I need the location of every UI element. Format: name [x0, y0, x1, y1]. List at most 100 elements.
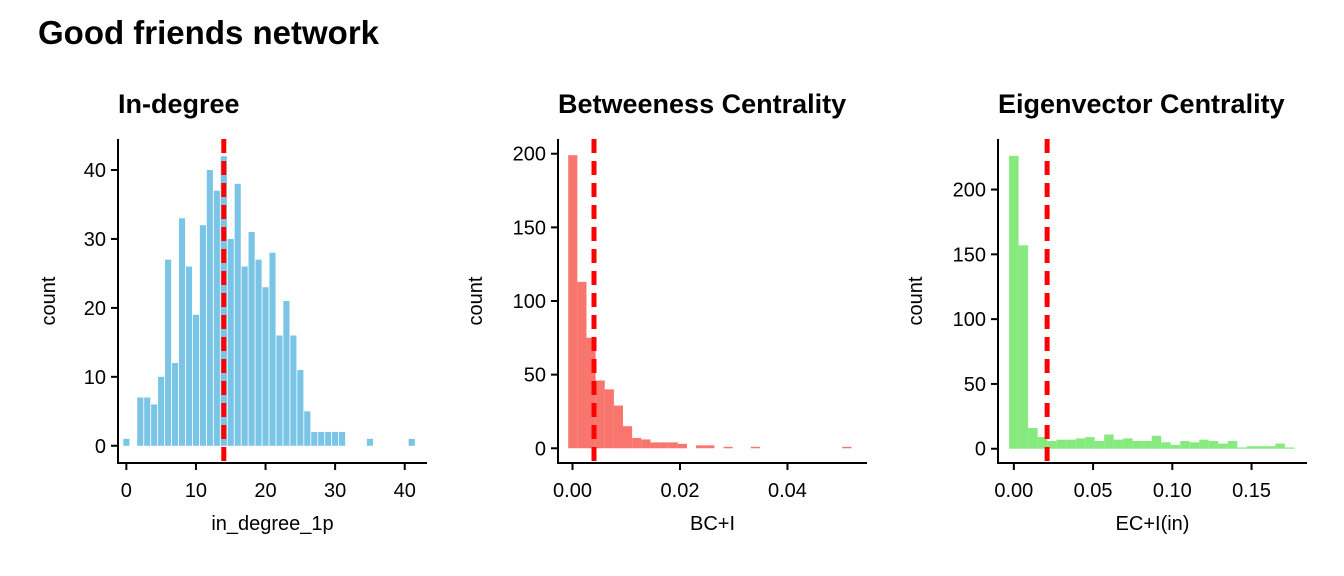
histogram-bar	[366, 438, 373, 446]
histogram-bar	[604, 389, 614, 449]
histogram-bar	[137, 397, 144, 446]
x-tick-label: 0.04	[768, 480, 807, 502]
histogram-bar	[311, 431, 318, 446]
y-axis-label: count	[38, 276, 60, 325]
x-tick-label: 30	[324, 480, 346, 502]
histogram-bar	[325, 431, 332, 446]
histogram-bar	[1056, 439, 1067, 449]
histogram-bar	[339, 431, 346, 446]
x-axis-label: in_degree_1p	[211, 513, 333, 535]
y-tick-label: 30	[84, 229, 106, 251]
y-tick-label: 150	[953, 244, 986, 266]
histogram-bar	[1018, 245, 1029, 449]
x-tick-label: 0	[121, 480, 132, 502]
histogram-bar	[255, 259, 262, 446]
histogram-bar	[677, 443, 687, 449]
histogram-bar	[1151, 435, 1162, 449]
histogram-bar	[248, 232, 255, 446]
histogram-bar	[568, 155, 578, 449]
histogram-bar	[290, 335, 297, 446]
histogram-bar	[185, 266, 193, 446]
y-tick-label: 0	[535, 438, 546, 460]
histogram-bar	[1113, 439, 1124, 449]
y-tick-label: 50	[524, 365, 546, 387]
histogram-bar	[659, 442, 669, 449]
histogram-bar	[172, 363, 179, 446]
histogram-bar	[723, 446, 733, 449]
x-tick-label: 0.05	[1074, 480, 1113, 502]
histogram-bar	[1189, 442, 1200, 449]
histogram-bar	[1284, 447, 1295, 449]
x-tick-label: 10	[185, 480, 207, 502]
histogram-bar	[199, 225, 206, 446]
histogram-bar	[206, 170, 213, 446]
y-tick-label: 150	[513, 217, 546, 239]
histogram-bar	[750, 446, 761, 449]
histogram-bar	[577, 281, 587, 449]
histogram-bar	[276, 335, 283, 446]
histogram-bar	[705, 445, 715, 449]
histogram-bar	[668, 442, 678, 449]
histogram-bar	[144, 397, 151, 446]
histogram-bar	[1047, 440, 1057, 449]
histogram-bar	[227, 238, 234, 446]
x-axis-label: EC+I(in)	[1116, 513, 1190, 535]
histogram-bar	[1170, 444, 1181, 449]
histogram-bar	[1275, 443, 1285, 449]
panel-title: Betweeness Centrality	[558, 89, 846, 119]
histogram-bar	[1237, 447, 1247, 449]
histogram-bar	[641, 439, 651, 449]
histogram-bar	[165, 259, 172, 446]
histogram-bar	[1085, 437, 1095, 449]
histogram-bar	[632, 437, 642, 449]
histogram-bar	[1028, 428, 1038, 449]
y-tick-label: 200	[513, 144, 546, 166]
y-tick-label: 100	[953, 309, 986, 331]
y-tick-label: 40	[84, 160, 106, 182]
y-tick-label: 20	[84, 298, 106, 320]
histogram-bar	[1142, 440, 1152, 449]
histogram-bar	[241, 266, 248, 446]
histogram-bar	[234, 183, 241, 446]
histogram-bar	[213, 190, 220, 446]
x-axis-label: BC+I	[690, 513, 735, 535]
y-axis-label: count	[905, 276, 927, 325]
panel-betweenness-centrality: Betweeness Centrality 0 50 100 150 200 0.00 0.0…	[465, 89, 867, 535]
histogram-bar	[283, 301, 290, 446]
histogram-bar	[192, 314, 200, 446]
histogram-bar	[842, 446, 852, 449]
panel-title: Eigenvector Centrality	[998, 89, 1285, 119]
y-tick-label: 200	[953, 180, 986, 202]
histogram-bar	[1218, 443, 1228, 449]
y-axis-label: count	[465, 276, 487, 325]
y-tick-label: 50	[964, 374, 986, 396]
histogram-bar	[1246, 446, 1257, 449]
x-tick-label: 0.00	[994, 480, 1033, 502]
panel-eigenvector-centrality: Eigenvector Centrality 0 50 100 150 200 0.00 0.…	[905, 89, 1307, 535]
histogram-bar	[1256, 446, 1266, 449]
histogram-bar	[269, 252, 276, 446]
histogram-bar	[623, 426, 633, 449]
histogram-bar	[1265, 446, 1276, 449]
histogram-bar	[318, 431, 325, 446]
x-tick-label: 20	[254, 480, 276, 502]
y-tick-label: 0	[95, 436, 106, 458]
histogram-bar	[408, 438, 415, 446]
histogram-bar	[158, 376, 165, 446]
histogram-bar	[650, 442, 660, 449]
histogram-bar	[1123, 438, 1133, 449]
y-tick-label: 10	[84, 367, 106, 389]
histogram-bar	[151, 404, 158, 446]
panel-title: In-degree	[118, 89, 240, 119]
x-tick-label: 0.10	[1153, 480, 1192, 502]
histogram-bar	[1075, 438, 1086, 449]
y-tick-label: 0	[975, 439, 986, 461]
x-tick-label: 40	[394, 480, 416, 502]
histogram-bar	[1037, 437, 1048, 449]
histogram-bar	[262, 287, 269, 446]
y-tick-label: 100	[513, 291, 546, 313]
histogram-bar	[1066, 439, 1076, 449]
histogram-bar	[1227, 440, 1238, 449]
x-tick-label: 0.15	[1232, 480, 1271, 502]
